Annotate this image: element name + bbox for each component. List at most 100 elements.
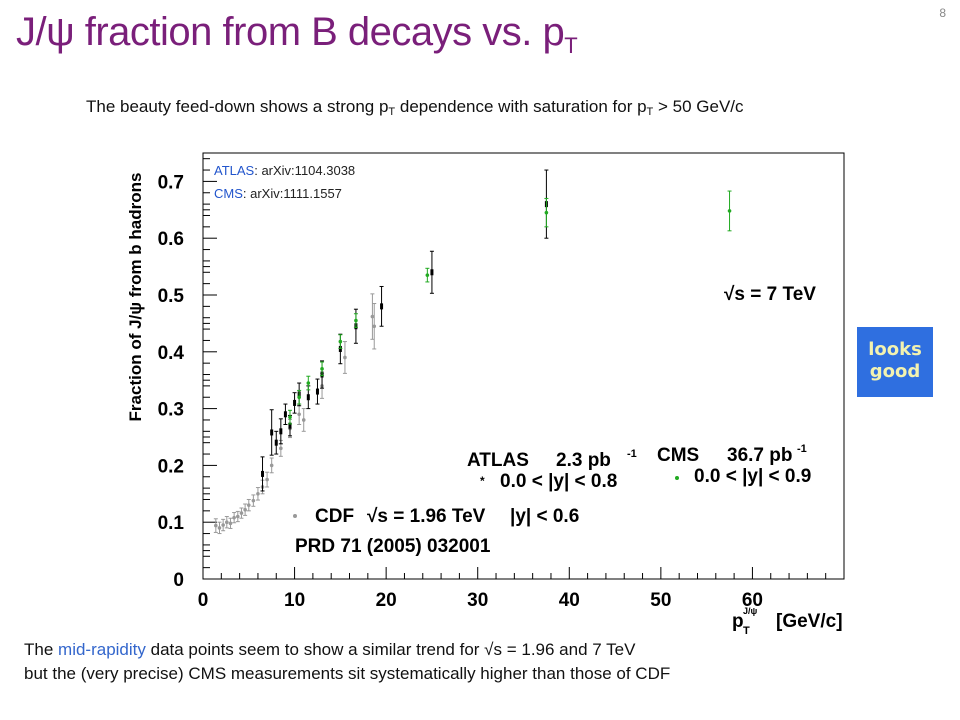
point-marker xyxy=(261,470,265,477)
point-marker xyxy=(293,399,297,406)
point-marker xyxy=(320,367,324,371)
data-point xyxy=(297,403,302,426)
legend-cms-name: CMS xyxy=(657,445,699,466)
point-marker xyxy=(338,345,342,352)
point-marker xyxy=(297,412,301,417)
series-cdf xyxy=(213,293,377,535)
slide-subtitle: The beauty feed-down shows a strong pT d… xyxy=(86,97,744,118)
y-tick-label: 0.1 xyxy=(158,513,185,534)
point-marker xyxy=(225,520,229,524)
badge-line-2: good xyxy=(869,361,921,382)
data-point xyxy=(265,471,270,488)
legend-cdf-range: |y| < 0.6 xyxy=(510,506,579,527)
legend-cms: CMS 36.7 pb -1 0.0 < |y| < 0.9 xyxy=(657,443,811,487)
data-point xyxy=(372,303,377,350)
legend-atlas: ATLAS 2.3 pb -1 0.0 < |y| < 0.8 * xyxy=(467,448,637,492)
point-marker xyxy=(297,395,301,400)
ref-atlas: ATLAS: arXiv:1104.3038 xyxy=(214,163,355,178)
point-marker xyxy=(279,446,283,451)
series-atlas xyxy=(260,169,549,492)
x-axis-label-unit: [GeV/c] xyxy=(776,611,843,632)
data-point xyxy=(301,408,306,432)
point-marker xyxy=(270,429,274,436)
data-point xyxy=(251,494,256,507)
point-marker xyxy=(727,209,732,213)
point-marker xyxy=(256,492,260,496)
point-marker xyxy=(232,515,236,520)
y-tick-label: 0.7 xyxy=(158,172,184,193)
data-point xyxy=(255,487,260,501)
energy-label: √s = 7 TeV xyxy=(724,284,816,305)
legend-atlas-marker: * xyxy=(480,474,485,488)
x-axis-label-main: p xyxy=(732,611,744,632)
legend-cdf-energy: √s = 1.96 TeV xyxy=(367,506,486,527)
point-marker xyxy=(430,269,434,276)
looks-good-badge: looks good xyxy=(857,327,933,397)
data-point xyxy=(232,512,237,524)
legend-atlas-lumi: 2.3 pb xyxy=(556,450,611,471)
data-point xyxy=(278,418,283,445)
point-marker xyxy=(372,324,377,329)
point-marker xyxy=(251,498,256,503)
data-point xyxy=(297,389,302,405)
x-tick-label: 60 xyxy=(742,590,763,611)
series-cms xyxy=(287,190,732,425)
data-points xyxy=(213,169,732,535)
data-point xyxy=(353,313,358,328)
point-marker xyxy=(221,523,225,527)
point-marker xyxy=(425,273,430,277)
legend-cdf-ref: PRD 71 (2005) 032001 xyxy=(295,536,491,557)
y-tick-label: 0.3 xyxy=(158,400,184,421)
point-marker xyxy=(228,521,233,526)
point-marker xyxy=(269,463,274,468)
data-point xyxy=(213,518,218,533)
data-point xyxy=(274,430,279,455)
point-marker xyxy=(279,428,283,435)
data-point xyxy=(306,375,311,391)
point-marker xyxy=(343,355,347,360)
axes: 0 10 20 30 40 50 60 0 0.1 0.2 0.3 0.4 0.5 0.6 0.7 xyxy=(158,152,845,611)
point-marker xyxy=(214,523,218,528)
x-axis-label: p T J/ψ [GeV/c] xyxy=(732,606,843,637)
data-point xyxy=(239,507,244,519)
point-marker xyxy=(246,503,251,507)
legend-cms-marker xyxy=(675,476,679,480)
point-marker xyxy=(288,415,292,419)
data-point xyxy=(544,197,549,228)
data-point xyxy=(269,457,274,474)
point-marker xyxy=(306,394,310,401)
data-point xyxy=(217,521,222,535)
x-tick-label: 40 xyxy=(559,590,580,611)
legend-cdf-marker xyxy=(293,514,297,518)
point-marker xyxy=(306,381,311,385)
y-tick-label: 0.4 xyxy=(158,343,185,364)
point-marker xyxy=(217,526,222,530)
badge-line-1: looks xyxy=(868,339,922,360)
legend-atlas-lumi-sup: -1 xyxy=(627,448,637,460)
point-marker xyxy=(239,511,244,515)
point-marker xyxy=(544,210,549,215)
page-number: 8 xyxy=(939,6,946,20)
data-point xyxy=(221,518,226,532)
legend-atlas-name: ATLAS xyxy=(467,450,529,471)
point-marker xyxy=(338,339,343,344)
caption-line-2: but the (very precise) CMS measurements … xyxy=(24,664,671,683)
data-point xyxy=(246,498,251,512)
legend-cdf: CDF √s = 1.96 TeV |y| < 0.6 PRD 71 (2005… xyxy=(293,506,579,557)
x-tick-label: 50 xyxy=(650,590,671,611)
title-subscript: T xyxy=(564,33,578,58)
ref-cms: CMS: arXiv:1111.1557 xyxy=(214,186,342,201)
data-point xyxy=(269,409,274,456)
point-marker xyxy=(288,422,292,429)
point-marker xyxy=(315,388,319,395)
slide-title: J/ψ fraction from B decays vs. pT xyxy=(16,10,578,58)
point-marker xyxy=(274,439,278,446)
point-marker xyxy=(354,318,358,323)
point-marker xyxy=(301,418,306,422)
data-point xyxy=(260,456,265,492)
x-axis-label-sub: T xyxy=(743,625,750,637)
x-axis-label-sup: J/ψ xyxy=(743,606,758,616)
point-marker xyxy=(265,477,269,482)
point-marker xyxy=(243,507,247,512)
data-point xyxy=(224,516,229,529)
